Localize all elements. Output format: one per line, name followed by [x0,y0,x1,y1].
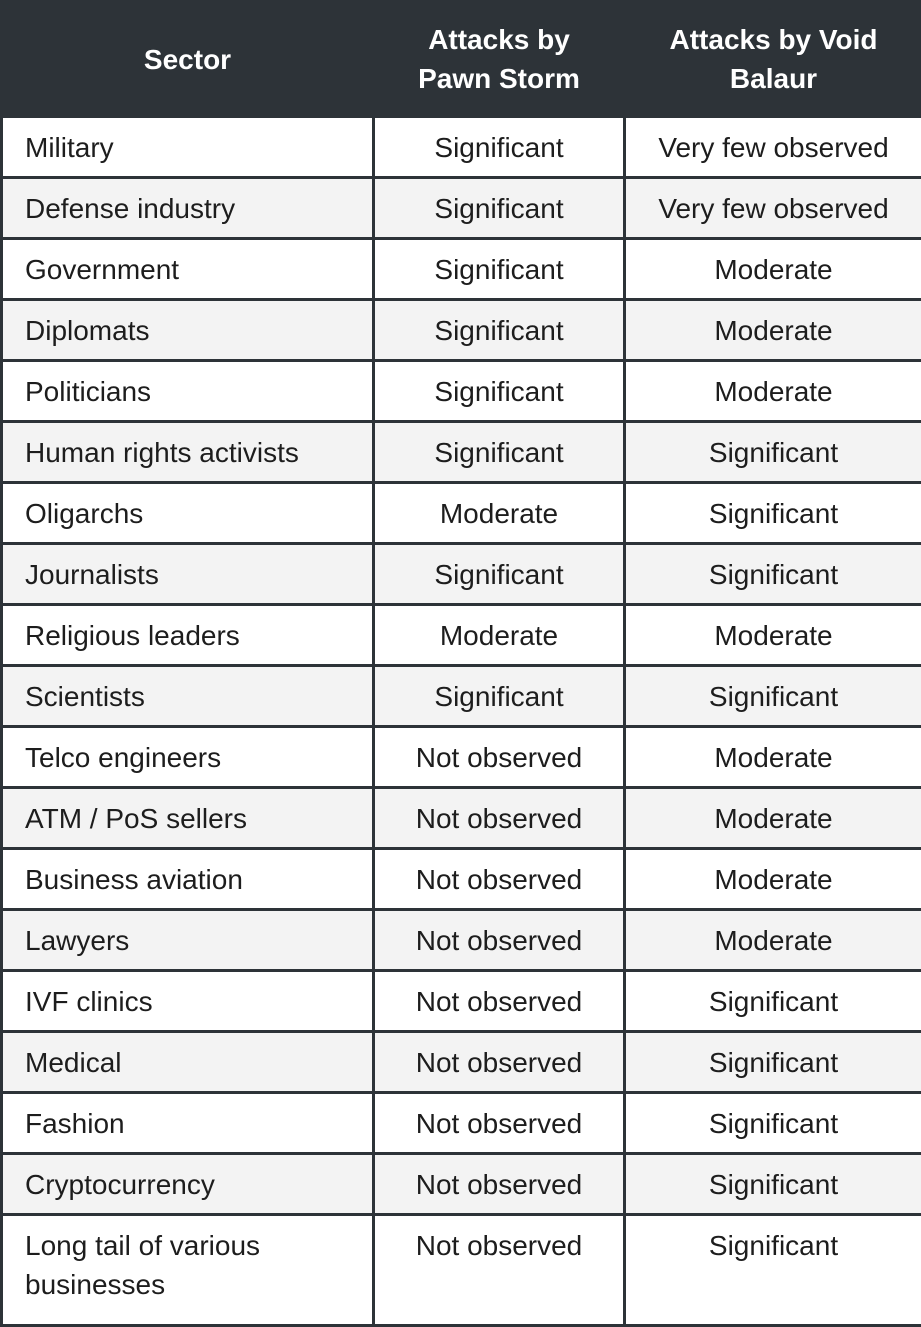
attack-level-cell: Significant [625,1154,921,1215]
attack-level-cell: Moderate [625,300,921,361]
attack-level-cell: Moderate [625,361,921,422]
table-header: Sector Attacks by Pawn Storm Attacks by … [2,2,921,117]
attack-level-cell: Significant [625,544,921,605]
attack-level-cell: Significant [374,544,625,605]
sector-cell: Business aviation [2,849,374,910]
header-cell: Attacks by Pawn Storm [374,2,625,117]
sector-cell: IVF clinics [2,971,374,1032]
sector-cell: Medical [2,1032,374,1093]
attack-level-cell: Significant [374,300,625,361]
sector-cell: Politicians [2,361,374,422]
attack-level-cell: Significant [625,1032,921,1093]
attack-level-cell: Very few observed [625,178,921,239]
sector-cell: Telco engineers [2,727,374,788]
sector-cell: Diplomats [2,300,374,361]
sector-cell: Human rights activists [2,422,374,483]
attack-level-cell: Significant [374,117,625,178]
attack-level-cell: Not observed [374,910,625,971]
attack-level-cell: Not observed [374,788,625,849]
sector-cell: Government [2,239,374,300]
attack-level-cell: Not observed [374,971,625,1032]
sector-cell: Scientists [2,666,374,727]
header-cell: Sector [2,2,374,117]
sector-cell: Cryptocurrency [2,1154,374,1215]
attack-level-cell: Not observed [374,849,625,910]
attack-level-cell: Moderate [625,788,921,849]
sector-cell: Defense industry [2,178,374,239]
attack-level-cell: Not observed [374,727,625,788]
attack-level-cell: Not observed [374,1032,625,1093]
header-cell: Attacks by Void Balaur [625,2,921,117]
attack-level-cell: Moderate [625,605,921,666]
sector-cell: Long tail of various businesses [2,1215,374,1326]
attack-level-cell: Moderate [625,239,921,300]
attack-level-cell: Significant [374,239,625,300]
attack-level-cell: Moderate [625,849,921,910]
attack-level-cell: Moderate [625,910,921,971]
attack-level-cell: Not observed [374,1154,625,1215]
attack-level-cell: Very few observed [625,117,921,178]
attack-level-cell: Significant [374,666,625,727]
attack-level-cell: Significant [625,483,921,544]
attack-level-cell: Moderate [625,727,921,788]
attack-level-cell: Not observed [374,1093,625,1154]
sector-cell: Journalists [2,544,374,605]
sector-cell: Military [2,117,374,178]
header-row: Sector Attacks by Pawn Storm Attacks by … [2,2,921,117]
attack-level-cell: Significant [625,666,921,727]
sector-cell: Lawyers [2,910,374,971]
attack-level-cell: Significant [374,178,625,239]
attack-level-cell: Significant [625,1215,921,1326]
sector-cell: ATM / PoS sellers [2,788,374,849]
sector-cell: Religious leaders [2,605,374,666]
attack-level-cell: Not observed [374,1215,625,1326]
attack-level-cell: Significant [625,971,921,1032]
attack-level-cell: Significant [374,361,625,422]
sector-cell: Fashion [2,1093,374,1154]
attack-level-cell: Significant [625,422,921,483]
attack-level-cell: Significant [374,422,625,483]
attack-level-cell: Significant [625,1093,921,1154]
sector-cell: Oligarchs [2,483,374,544]
attack-level-cell: Moderate [374,605,625,666]
attack-level-cell: Moderate [374,483,625,544]
